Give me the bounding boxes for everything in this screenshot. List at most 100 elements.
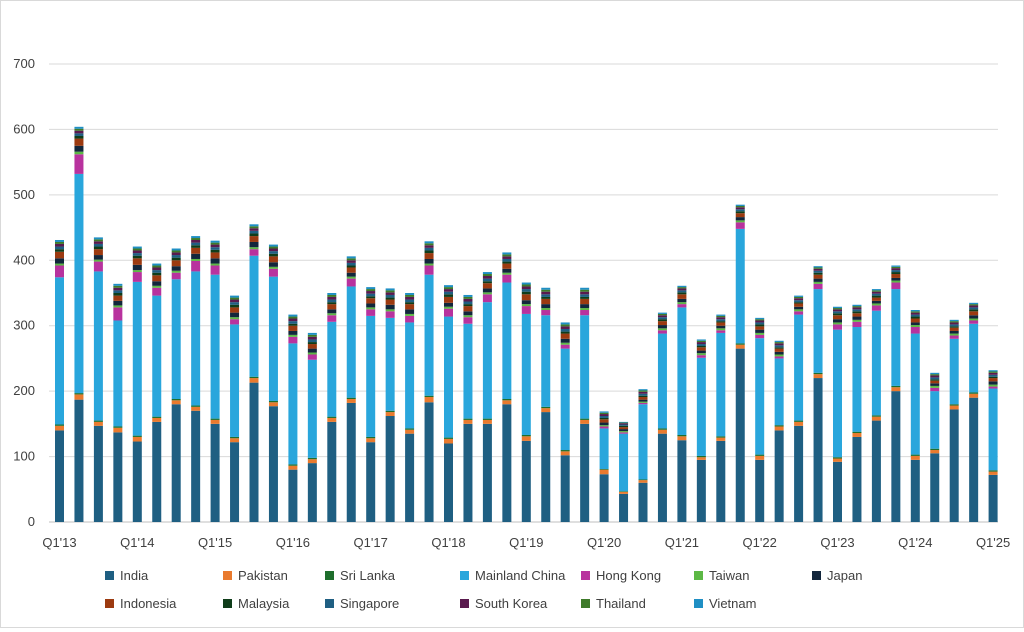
bar-segment <box>599 411 609 413</box>
bar-segment <box>560 324 570 327</box>
bar-segment <box>93 243 103 247</box>
bar-segment <box>930 387 940 392</box>
bar-segment <box>74 399 84 522</box>
bar-segment <box>716 328 726 331</box>
bar-segment <box>891 391 901 522</box>
bar-segment <box>735 222 745 229</box>
bar-segment <box>794 311 804 315</box>
bar-segment <box>327 302 337 305</box>
bar-segment <box>657 317 667 320</box>
bar-segment <box>268 246 278 249</box>
bar-segment <box>132 255 142 259</box>
bar-segment <box>502 400 512 405</box>
bar-segment <box>521 434 531 437</box>
bar-segment <box>152 295 162 417</box>
bar-segment <box>307 354 317 360</box>
bar-segment <box>833 461 842 522</box>
bar-segment <box>113 305 123 308</box>
bar-segment <box>55 258 64 264</box>
bar-segment <box>405 304 415 310</box>
bar-segment <box>249 228 259 231</box>
legend-label: Malaysia <box>238 596 290 611</box>
bar-segment <box>541 304 551 309</box>
bar-segment <box>657 313 667 316</box>
bar-segment <box>230 297 240 300</box>
bar-segment <box>424 253 434 259</box>
bar-segment <box>735 228 745 344</box>
bar-segment <box>716 321 726 323</box>
bar-segment <box>230 302 240 305</box>
bar-segment <box>327 293 337 295</box>
bar-segment <box>560 322 570 325</box>
bar-segment <box>852 316 862 320</box>
bar-segment <box>638 401 648 403</box>
legend-swatch <box>223 571 232 580</box>
bar-segment <box>813 268 823 271</box>
bar-segment <box>949 326 959 328</box>
legend-item: Mainland China <box>460 568 566 583</box>
bar-stack <box>482 272 492 522</box>
bar-segment <box>405 293 415 295</box>
bar-segment <box>657 328 667 331</box>
legend-label: Taiwan <box>709 568 749 583</box>
bar-segment <box>482 278 492 282</box>
bar-segment <box>988 470 998 472</box>
bar-segment <box>385 294 395 298</box>
y-tick-label: 300 <box>13 318 35 333</box>
bar-segment <box>74 135 84 139</box>
bar-segment <box>560 342 570 345</box>
bar-segment <box>541 298 551 305</box>
bar-segment <box>521 313 531 435</box>
x-axis: Q1'13 Q1'14 Q1'15 Q1'16 Q1'17 Q1'18 Q1'19 Q1'20… <box>42 535 1010 550</box>
bar-segment <box>249 376 259 379</box>
bar-segment <box>405 322 415 429</box>
bar-segment <box>910 310 920 312</box>
bar-segment <box>716 436 726 438</box>
bar-segment <box>657 325 667 329</box>
bar-segment <box>307 334 317 337</box>
bar-segment <box>677 285 687 288</box>
bar-segment <box>249 226 259 229</box>
bar-segment <box>171 272 181 280</box>
bar-segment <box>696 350 706 354</box>
bar-segment <box>405 296 415 300</box>
bar-segment <box>735 344 745 349</box>
bar-segment <box>755 317 765 320</box>
bar-segment <box>132 435 142 437</box>
legend-item: Taiwan <box>694 568 749 583</box>
legend-label: India <box>120 568 149 583</box>
bar-segment <box>619 429 629 432</box>
bar-segment <box>580 308 590 311</box>
bar-segment <box>852 306 862 308</box>
bar-segment <box>307 459 317 464</box>
bar-segment <box>502 258 512 262</box>
bar-segment <box>385 288 395 291</box>
bar-segment <box>482 302 492 419</box>
legend-label: Singapore <box>340 596 399 611</box>
bar-segment <box>969 307 979 310</box>
bar-segment <box>930 372 940 375</box>
bar-segment <box>424 395 434 398</box>
bar-segment <box>502 272 512 275</box>
bar-segment <box>696 353 706 356</box>
legend-swatch <box>325 571 334 580</box>
bar-segment <box>560 326 570 329</box>
bar-segment <box>249 382 259 522</box>
bar-segment <box>696 355 706 358</box>
bar-segment <box>93 259 103 262</box>
bar-segment <box>210 274 220 419</box>
bar-segment <box>152 416 162 418</box>
bar-segment <box>366 293 376 297</box>
bar-segment <box>346 397 356 399</box>
x-tick-label: Q1'17 <box>354 535 388 550</box>
bar-segment <box>366 315 376 437</box>
bar-segment <box>463 304 473 307</box>
bar-segment <box>599 416 609 418</box>
bar-segment <box>794 425 804 522</box>
bar-stack <box>132 246 142 522</box>
bar-segment <box>93 249 103 256</box>
bar-segment <box>74 126 84 129</box>
bar-segment <box>152 281 162 286</box>
bar-segment <box>949 409 959 522</box>
bar-segment <box>696 340 706 343</box>
